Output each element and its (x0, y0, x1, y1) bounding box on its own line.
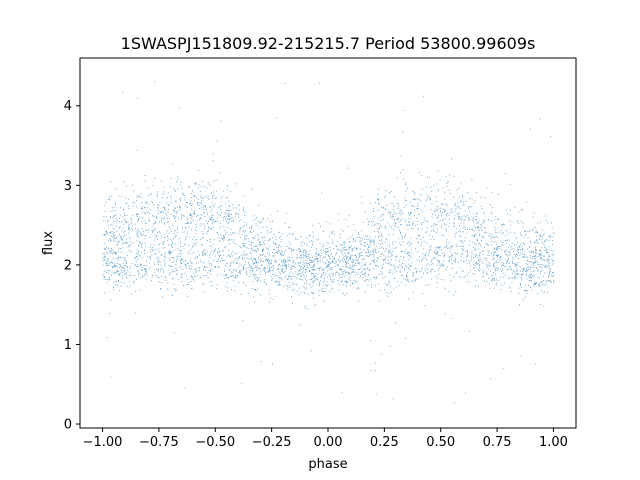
x-tick-label: 1.00 (539, 435, 568, 450)
y-axis-label: flux (41, 231, 56, 255)
x-tick-label: −0.75 (139, 435, 179, 450)
x-axis-ticks: −1.00 −0.75 −0.50 −0.25 0.00 0.25 0.50 0.75 1.00 (83, 428, 568, 450)
x-tick-label: 0.25 (370, 435, 399, 450)
x-tick-label: 0.00 (314, 435, 343, 450)
y-tick-label: 2 (64, 258, 72, 273)
y-tick-label: 0 (64, 418, 72, 433)
x-axis-label: phase (308, 457, 347, 472)
chart-title: 1SWASPJ151809.92-215215.7 Period 53800.9… (121, 34, 536, 53)
x-tick-label: −0.50 (195, 435, 235, 450)
x-tick-label: 0.50 (426, 435, 455, 450)
x-tick-label: −1.00 (83, 435, 123, 450)
y-tick-label: 4 (64, 99, 72, 114)
x-tick-label: −0.25 (252, 435, 292, 450)
y-tick-label: 1 (64, 338, 72, 353)
y-tick-label: 3 (64, 179, 72, 194)
y-axis-ticks: 0 1 2 3 4 (64, 99, 80, 433)
x-tick-label: 0.75 (483, 435, 512, 450)
